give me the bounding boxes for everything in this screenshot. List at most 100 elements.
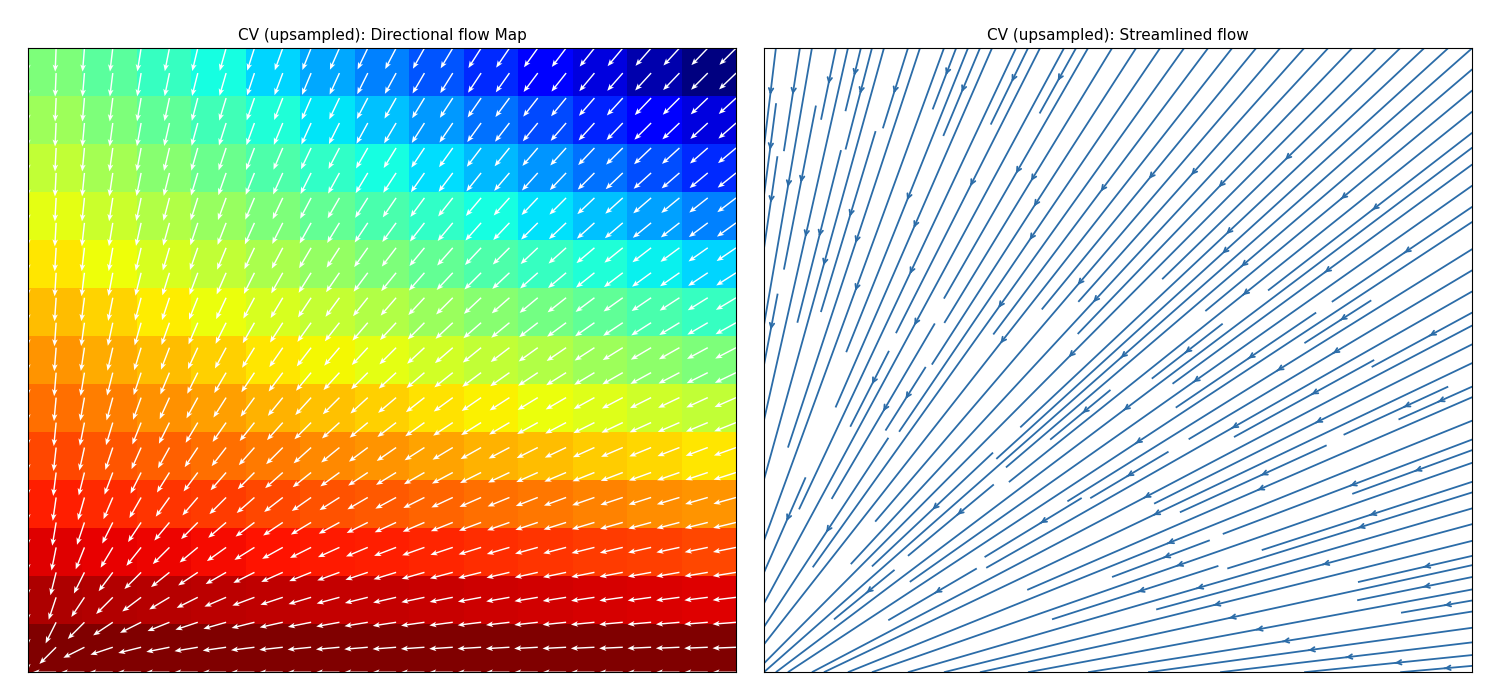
FancyArrowPatch shape (1030, 233, 1035, 239)
FancyArrowPatch shape (800, 176, 804, 181)
FancyArrowPatch shape (1059, 74, 1064, 79)
FancyArrowPatch shape (1444, 666, 1450, 670)
FancyArrowPatch shape (788, 180, 790, 186)
FancyArrowPatch shape (1013, 75, 1017, 80)
FancyArrowPatch shape (894, 86, 898, 92)
FancyArrowPatch shape (1232, 423, 1239, 428)
FancyArrowPatch shape (1002, 337, 1007, 342)
FancyArrowPatch shape (934, 588, 942, 593)
FancyArrowPatch shape (867, 587, 873, 593)
FancyArrowPatch shape (1276, 365, 1284, 371)
FancyArrowPatch shape (1150, 172, 1155, 177)
FancyArrowPatch shape (788, 514, 790, 519)
FancyArrowPatch shape (1258, 486, 1264, 490)
FancyArrowPatch shape (1144, 493, 1150, 498)
FancyArrowPatch shape (1430, 330, 1436, 336)
FancyArrowPatch shape (1230, 615, 1236, 619)
FancyArrowPatch shape (1424, 584, 1430, 588)
FancyArrowPatch shape (853, 69, 858, 74)
FancyArrowPatch shape (1227, 228, 1233, 232)
FancyArrowPatch shape (804, 230, 808, 235)
FancyArrowPatch shape (1017, 167, 1022, 172)
FancyArrowPatch shape (1167, 539, 1174, 543)
FancyArrowPatch shape (934, 503, 939, 508)
FancyArrowPatch shape (768, 143, 772, 148)
FancyArrowPatch shape (915, 221, 918, 226)
FancyArrowPatch shape (1194, 377, 1200, 382)
FancyArrowPatch shape (824, 258, 828, 264)
FancyArrowPatch shape (1126, 471, 1134, 476)
FancyArrowPatch shape (1282, 638, 1290, 643)
FancyArrowPatch shape (1102, 185, 1107, 190)
FancyArrowPatch shape (1136, 438, 1142, 443)
FancyArrowPatch shape (770, 88, 774, 93)
FancyArrowPatch shape (1176, 562, 1184, 566)
FancyArrowPatch shape (770, 323, 774, 328)
FancyArrowPatch shape (792, 88, 796, 93)
FancyArrowPatch shape (1032, 174, 1036, 179)
FancyArrowPatch shape (1262, 470, 1268, 475)
FancyArrowPatch shape (1244, 289, 1250, 295)
FancyArrowPatch shape (1438, 398, 1444, 402)
FancyArrowPatch shape (1070, 351, 1076, 356)
FancyArrowPatch shape (1308, 648, 1316, 652)
FancyArrowPatch shape (1164, 553, 1170, 558)
FancyArrowPatch shape (1424, 564, 1431, 568)
FancyArrowPatch shape (910, 267, 915, 272)
Title: CV (upsampled): Directional flow Map: CV (upsampled): Directional flow Map (237, 28, 526, 43)
FancyArrowPatch shape (1316, 418, 1323, 423)
FancyArrowPatch shape (828, 77, 833, 83)
FancyArrowPatch shape (1041, 518, 1047, 523)
FancyArrowPatch shape (1192, 169, 1197, 174)
FancyArrowPatch shape (859, 87, 864, 92)
FancyArrowPatch shape (1404, 247, 1411, 253)
FancyArrowPatch shape (962, 85, 966, 90)
FancyArrowPatch shape (1120, 352, 1126, 358)
FancyArrowPatch shape (906, 392, 910, 398)
FancyArrowPatch shape (1220, 181, 1226, 186)
FancyArrowPatch shape (999, 301, 1004, 307)
FancyArrowPatch shape (1083, 407, 1089, 413)
FancyArrowPatch shape (1358, 524, 1365, 528)
FancyArrowPatch shape (1395, 660, 1401, 664)
FancyArrowPatch shape (1257, 626, 1263, 631)
FancyArrowPatch shape (1334, 348, 1340, 354)
FancyArrowPatch shape (849, 210, 853, 215)
FancyArrowPatch shape (855, 284, 859, 289)
FancyArrowPatch shape (908, 193, 912, 199)
FancyArrowPatch shape (1311, 389, 1318, 394)
FancyArrowPatch shape (1248, 353, 1256, 358)
FancyArrowPatch shape (1095, 296, 1100, 301)
FancyArrowPatch shape (915, 318, 920, 323)
FancyArrowPatch shape (1372, 204, 1378, 210)
FancyArrowPatch shape (1240, 260, 1248, 267)
FancyArrowPatch shape (1346, 654, 1353, 659)
FancyArrowPatch shape (1341, 193, 1347, 199)
FancyArrowPatch shape (770, 196, 774, 201)
FancyArrowPatch shape (1350, 482, 1358, 486)
FancyArrowPatch shape (1224, 248, 1228, 252)
FancyArrowPatch shape (873, 377, 877, 382)
FancyArrowPatch shape (1035, 199, 1040, 205)
FancyArrowPatch shape (1323, 561, 1329, 565)
FancyArrowPatch shape (1138, 588, 1144, 592)
FancyArrowPatch shape (819, 230, 824, 235)
FancyArrowPatch shape (1444, 602, 1450, 606)
FancyArrowPatch shape (855, 236, 859, 241)
FancyArrowPatch shape (1214, 601, 1221, 606)
FancyArrowPatch shape (1197, 584, 1203, 589)
FancyArrowPatch shape (884, 405, 888, 409)
FancyArrowPatch shape (1324, 267, 1330, 272)
FancyArrowPatch shape (1078, 279, 1083, 284)
FancyArrowPatch shape (957, 509, 963, 514)
FancyArrowPatch shape (946, 68, 950, 74)
FancyArrowPatch shape (1414, 467, 1422, 471)
Title: CV (upsampled): Streamlined flow: CV (upsampled): Streamlined flow (987, 28, 1250, 43)
FancyArrowPatch shape (1404, 402, 1410, 407)
FancyArrowPatch shape (1370, 511, 1377, 515)
FancyArrowPatch shape (827, 526, 831, 531)
FancyArrowPatch shape (1124, 405, 1130, 410)
FancyArrowPatch shape (1287, 154, 1292, 158)
FancyArrowPatch shape (1185, 347, 1191, 353)
FancyArrowPatch shape (970, 179, 975, 184)
